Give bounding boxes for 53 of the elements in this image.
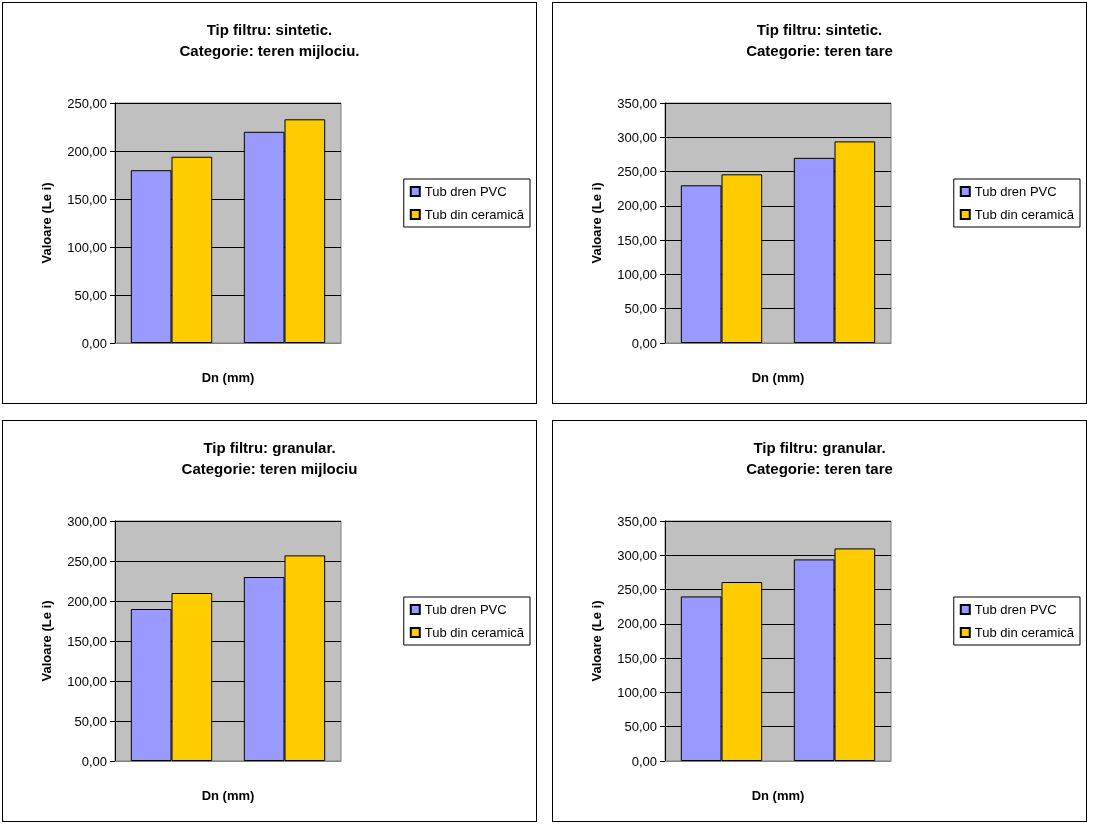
y-tick-label: 200,00 [67,143,107,159]
legend-label: Tub din ceramică [974,625,1075,640]
chart-title: Tip filtru: sintetic. [206,21,333,38]
y-axis-title: Valoare (Le i) [39,600,54,682]
y-tick-label: 200,00 [617,616,657,632]
y-tick-label: 300,00 [617,547,657,563]
chart-subtitle: Categorie: teren tare [746,42,893,59]
x-axis-title: Dn (mm) [201,370,255,385]
y-tick-label: 200,00 [617,198,657,214]
x-axis-title: Dn (mm) [201,788,255,803]
y-axis-title: Valoare (Le i) [39,182,54,264]
y-tick-label: 0,00 [631,335,657,351]
y-tick-label: 0,00 [81,335,107,351]
y-tick-label: 300,00 [67,513,107,529]
y-tick-label: 100,00 [67,239,107,255]
y-tick-label: 250,00 [617,164,657,180]
y-tick-label: 200,00 [67,593,107,609]
legend-label: Tub din ceramică [974,207,1075,222]
chart-subtitle: Categorie: teren mijlociu. [179,42,360,59]
y-axis-title: Valoare (Le i) [589,182,604,264]
y-tick-label: 50,00 [74,287,107,303]
y-tick-label: 0,00 [81,753,107,769]
y-tick-label: 0,00 [631,753,657,769]
y-axis-title: Valoare (Le i) [589,600,604,682]
chart-subtitle: Categorie: teren mijlociu [181,460,358,477]
legend-label: Tub dren PVC [974,602,1057,617]
y-tick-label: 150,00 [67,633,107,649]
y-tick-label: 100,00 [67,673,107,689]
y-tick-label: 150,00 [617,232,657,248]
y-tick-label: 250,00 [67,95,107,111]
chart-title: Tip filtru: sintetic. [756,21,883,38]
y-tick-label: 100,00 [617,266,657,282]
chart-title: Tip filtru: granular. [203,439,336,456]
y-tick-label: 250,00 [617,582,657,598]
legend-label: Tub dren PVC [424,602,507,617]
x-axis-title: Dn (mm) [751,788,805,803]
legend-label: Tub din ceramică [424,625,525,640]
y-tick-label: 350,00 [617,513,657,529]
y-tick-label: 150,00 [617,650,657,666]
y-tick-label: 350,00 [617,95,657,111]
y-tick-label: 50,00 [74,713,107,729]
legend-label: Tub din ceramică [424,207,525,222]
y-tick-label: 50,00 [624,719,657,735]
y-tick-label: 300,00 [617,129,657,145]
chart-subtitle: Categorie: teren tare [746,460,893,477]
x-axis-title: Dn (mm) [751,370,805,385]
y-tick-label: 150,00 [67,191,107,207]
chart-title: Tip filtru: granular. [753,439,886,456]
legend-label: Tub dren PVC [974,184,1057,199]
legend-label: Tub dren PVC [424,184,507,199]
y-tick-label: 250,00 [67,553,107,569]
y-tick-label: 50,00 [624,301,657,317]
y-tick-label: 100,00 [617,684,657,700]
